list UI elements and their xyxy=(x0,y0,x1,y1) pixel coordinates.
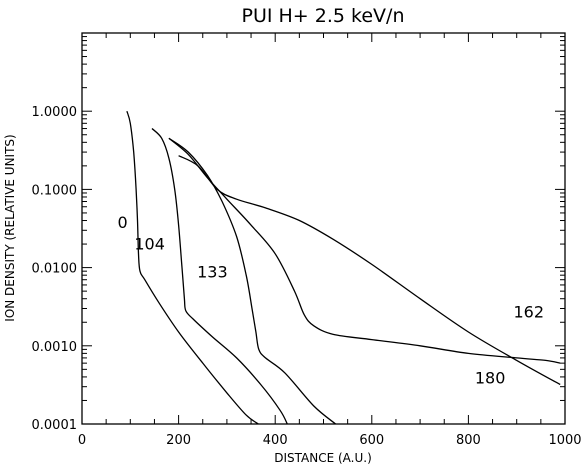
series-104-line xyxy=(151,128,288,425)
x-tick-label: 1000 xyxy=(548,433,581,448)
series-133-line xyxy=(168,137,337,425)
curve-label-162: 162 xyxy=(514,303,545,322)
y-tick-label: 0.0010 xyxy=(32,340,78,355)
series-162-line xyxy=(178,155,561,386)
x-tick-labels: 0 200 400 600 800 1000 xyxy=(78,433,582,448)
plot-frame xyxy=(81,32,566,425)
series-0-line xyxy=(126,110,259,425)
curve-labels: 0 104 133 162 180 xyxy=(117,213,544,387)
y-tick-label: 0.1000 xyxy=(32,183,78,198)
y-tick-label: 0.0001 xyxy=(32,418,78,433)
y-axis-label: ION DENSITY (RELATIVE UNITS) xyxy=(3,134,17,321)
curve-label-133: 133 xyxy=(197,262,228,281)
series-curves xyxy=(126,110,561,425)
x-tick-label: 600 xyxy=(359,433,384,448)
curve-label-104: 104 xyxy=(134,235,165,254)
x-axis-label: DISTANCE (A.U.) xyxy=(274,451,372,465)
x-tick-label: 400 xyxy=(263,433,288,448)
x-tick-label: 0 xyxy=(78,433,86,448)
x-tick-label: 800 xyxy=(456,433,481,448)
curve-label-0: 0 xyxy=(117,213,127,232)
axis-ticks xyxy=(81,33,566,425)
series-180-line xyxy=(168,137,561,364)
chart-title: PUI H+ 2.5 keV/n xyxy=(242,5,405,27)
x-tick-label: 200 xyxy=(166,433,191,448)
y-tick-labels: 0.0001 0.0010 0.0100 0.1000 1.0000 xyxy=(32,105,78,433)
curve-label-180: 180 xyxy=(475,368,506,387)
y-tick-label: 1.0000 xyxy=(32,105,78,120)
y-tick-label: 0.0100 xyxy=(32,262,78,277)
